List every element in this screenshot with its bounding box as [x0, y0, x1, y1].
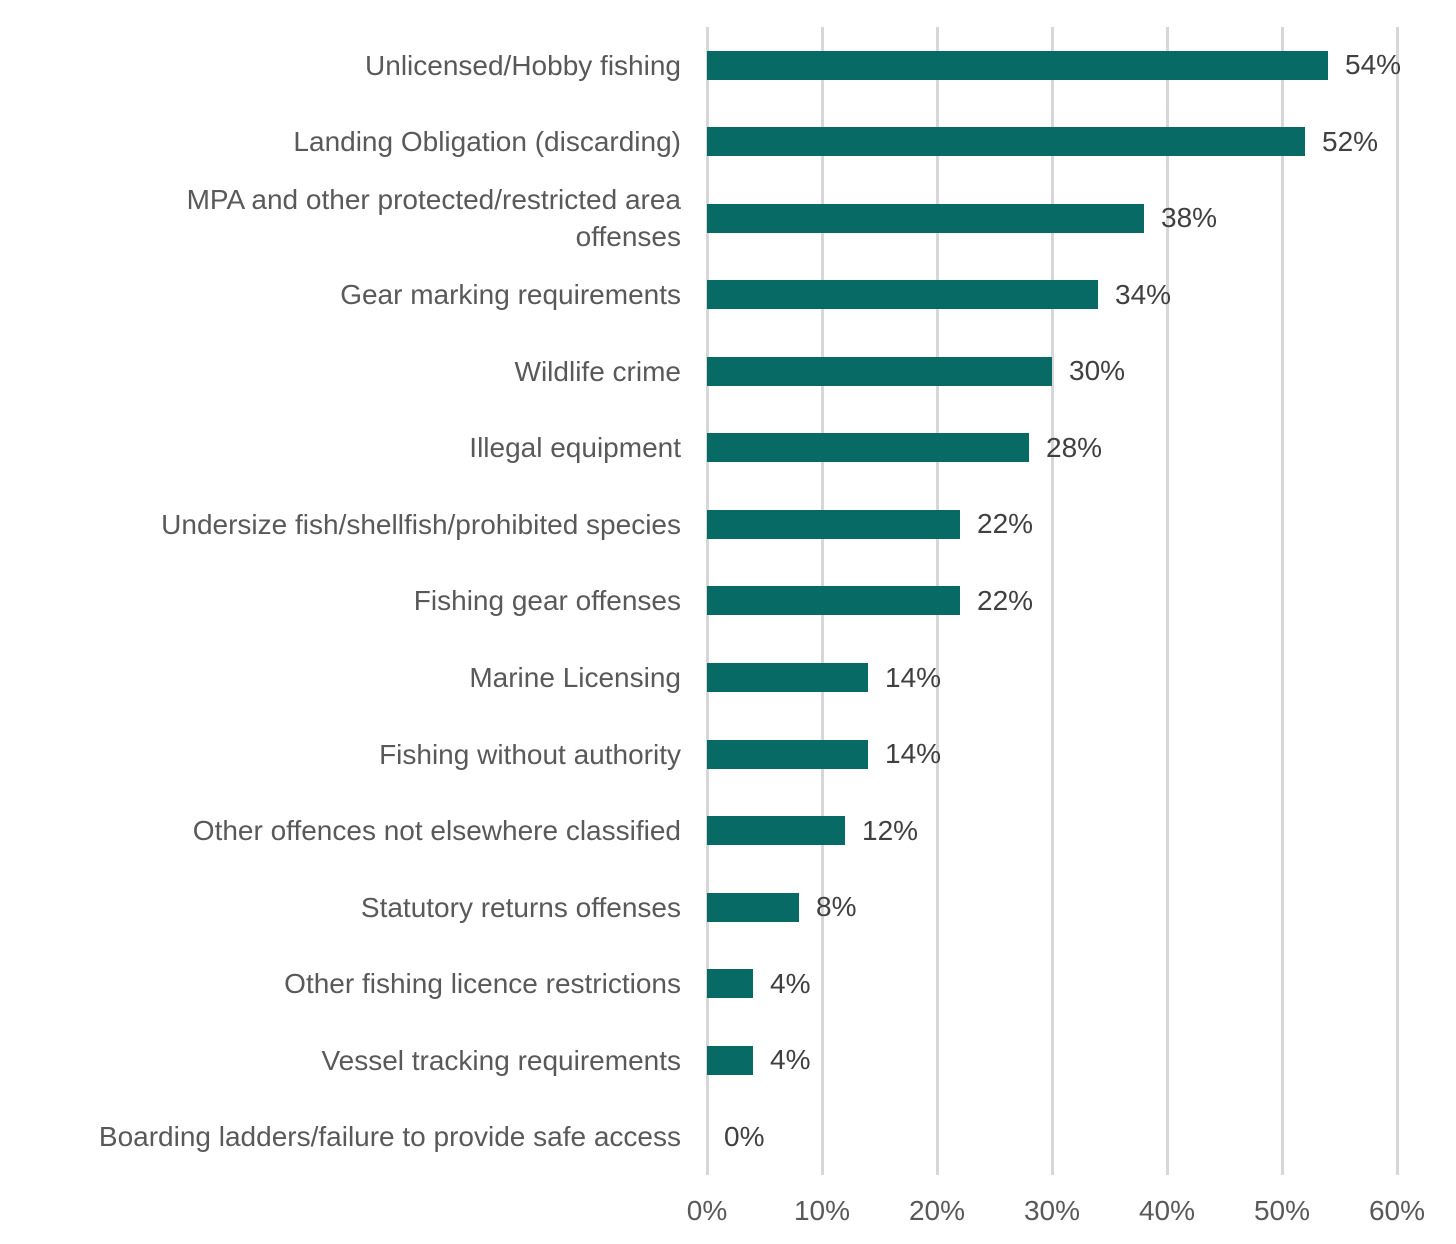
category-label: Marine Licensing: [469, 662, 681, 694]
value-label: 38%: [1161, 202, 1218, 234]
category-label: Statutory returns offenses: [360, 891, 681, 923]
x-axis-tick-label: 10%: [793, 1195, 851, 1226]
category-label: Undersize fish/shellfish/prohibited spec…: [161, 508, 681, 540]
chart-row: Landing Obligation (discarding) 52%: [0, 104, 1456, 181]
chart-rows: Unlicensed/Hobby fishing 54% Landing Obl…: [0, 27, 1456, 1175]
value-label: 22%: [977, 508, 1034, 540]
gridline: [1280, 27, 1284, 1175]
chart-row: Fishing gear offenses 22%: [0, 563, 1456, 640]
value-label: 30%: [1069, 355, 1126, 387]
category-label: Unlicensed/Hobby fishing: [365, 49, 681, 81]
bar: [707, 663, 868, 693]
bar: [707, 356, 1052, 386]
chart-row: Boarding ladders/failure to provide safe…: [0, 1098, 1456, 1175]
category-label: Illegal equipment: [469, 432, 681, 464]
bar: [707, 816, 845, 846]
chart-row: Statutory returns offenses 8%: [0, 869, 1456, 946]
chart-row: Marine Licensing 14%: [0, 639, 1456, 716]
x-axis: 0% 10% 20% 30% 40% 50% 60%: [687, 1195, 1425, 1236]
value-label: 54%: [1345, 49, 1402, 81]
value-label: 14%: [885, 738, 942, 770]
value-label: 0%: [724, 1120, 765, 1152]
bar: [707, 586, 960, 616]
chart-row: Other fishing licence restrictions 4%: [0, 945, 1456, 1022]
gridline: [1165, 27, 1169, 1175]
bar-area: 22%: [707, 508, 1456, 540]
x-axis-tick-label: 40%: [1138, 1195, 1196, 1226]
category-label: Wildlife crime: [514, 355, 681, 387]
bar-area: 22%: [707, 585, 1456, 617]
value-label: 8%: [816, 891, 857, 923]
category-label: Fishing without authority: [379, 738, 681, 770]
chart-row: Illegal equipment 28%: [0, 410, 1456, 487]
bar-area: 54%: [707, 49, 1456, 81]
chart-row: Gear marking requirements 34%: [0, 257, 1456, 334]
category-label: Gear marking requirements: [340, 279, 681, 311]
value-label: 22%: [977, 584, 1034, 616]
x-axis-tick-label: 0%: [686, 1195, 728, 1226]
x-axis-tick-label: 50%: [1253, 1195, 1311, 1226]
bar-area: 12%: [707, 815, 1456, 847]
bar-area: 4%: [707, 1044, 1456, 1076]
bar-area: 14%: [707, 662, 1456, 694]
bar: [707, 127, 1305, 157]
category-label: MPA and other protected/restricted area …: [186, 184, 681, 253]
bar: [707, 50, 1328, 80]
value-label: 52%: [1322, 125, 1379, 157]
value-label: 12%: [862, 814, 919, 846]
chart-row: Other offences not elsewhere classified …: [0, 792, 1456, 869]
category-label: Vessel tracking requirements: [321, 1044, 681, 1076]
bar-area: 28%: [707, 432, 1456, 464]
category-label: Other fishing licence restrictions: [284, 968, 681, 1000]
bar-area: 34%: [707, 279, 1456, 311]
chart-row: MPA and other protected/restricted area …: [0, 180, 1456, 257]
x-axis-tick-label: 60%: [1368, 1195, 1426, 1226]
chart-row: Fishing without authority 14%: [0, 716, 1456, 793]
chart-row: Vessel tracking requirements 4%: [0, 1022, 1456, 1099]
bar-area: 0%: [707, 1121, 1456, 1153]
chart-row: Unlicensed/Hobby fishing 54%: [0, 27, 1456, 104]
bar: [707, 739, 868, 769]
bar-area: 4%: [707, 968, 1456, 1000]
value-label: 34%: [1115, 278, 1172, 310]
bar-area: 8%: [707, 891, 1456, 923]
bar-area: 30%: [707, 355, 1456, 387]
bar-area: 14%: [707, 738, 1456, 770]
chart-row: Wildlife crime 30%: [0, 333, 1456, 410]
bar-area: 52%: [707, 126, 1456, 158]
category-label: Landing Obligation (discarding): [293, 126, 681, 158]
bar: [707, 969, 753, 999]
value-label: 4%: [770, 967, 811, 999]
category-label: Other offences not elsewhere classified: [192, 815, 681, 847]
value-label: 28%: [1046, 431, 1103, 463]
bar: [707, 509, 960, 539]
category-label: Fishing gear offenses: [413, 585, 681, 617]
category-label: Boarding ladders/failure to provide safe…: [98, 1121, 681, 1153]
chart-row: Undersize fish/shellfish/prohibited spec…: [0, 486, 1456, 563]
value-label: 4%: [770, 1044, 811, 1076]
bar: [707, 433, 1029, 463]
bar: [707, 1045, 753, 1075]
gridline: [1395, 27, 1399, 1175]
value-label: 14%: [885, 661, 942, 693]
bar: [707, 203, 1144, 233]
gridline: [1050, 27, 1054, 1175]
x-axis-tick-label: 20%: [908, 1195, 966, 1226]
bar-area: 38%: [707, 202, 1456, 234]
x-axis-tick-label: 30%: [1023, 1195, 1081, 1226]
bar: [707, 280, 1098, 310]
bar: [707, 892, 799, 922]
